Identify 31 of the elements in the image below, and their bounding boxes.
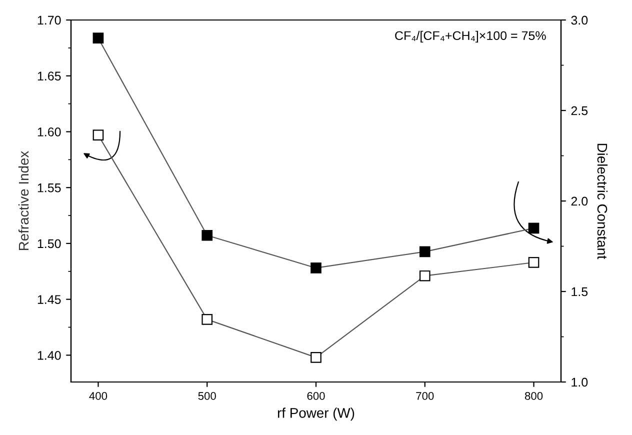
y-tick-label: 1.65	[38, 72, 61, 81]
y2-tick-label: 1.5	[572, 287, 588, 296]
point	[528, 257, 540, 268]
y-tick-label: 1.60	[38, 128, 61, 136]
point	[202, 314, 213, 325]
x-tick-label: 800	[524, 392, 543, 400]
y2-tick-label: 2.0	[571, 196, 588, 206]
point	[528, 222, 540, 234]
point	[92, 130, 104, 140]
y-tick-label: 1.45	[38, 295, 61, 304]
x-tick-label: 500	[198, 392, 216, 400]
y2-tick-label: 3.0	[571, 16, 588, 25]
y-axis-title: Refractive Index	[18, 150, 29, 250]
y-tick-label: 1.55	[38, 184, 61, 192]
point	[310, 352, 322, 363]
y2-axis-title: Dielectric Constant	[597, 144, 608, 260]
point	[419, 246, 430, 258]
x-tick-label: 600	[307, 392, 325, 400]
point	[202, 230, 213, 241]
y-tick-label: 1.50	[38, 239, 61, 248]
annotation: CF₄/[CF₄+CH₄]×100 = 75%	[395, 30, 546, 43]
x-axis-title: rf Power (W)	[278, 408, 354, 421]
point	[92, 32, 104, 44]
x-tick-label: 700	[416, 392, 434, 400]
y2-tick-label: 1.0	[572, 378, 588, 387]
y-tick-label: 1.70	[38, 16, 61, 25]
point	[310, 262, 322, 274]
y-tick-label: 1.40	[38, 350, 61, 360]
x-tick-label: 400	[89, 392, 108, 400]
point	[419, 270, 430, 282]
y2-tick-label: 2.5	[571, 106, 588, 116]
